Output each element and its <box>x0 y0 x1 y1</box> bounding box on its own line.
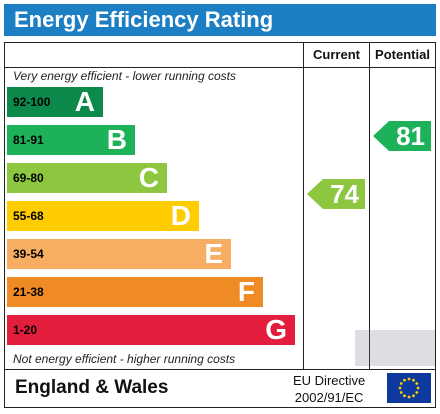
top-note: Very energy efficient - lower running co… <box>13 69 236 83</box>
band-g: 1-20 G <box>7 315 295 345</box>
band-letter: G <box>265 314 287 345</box>
band-letter: A <box>74 86 95 117</box>
band-letter: F <box>237 276 255 307</box>
band-range: 55-68 <box>13 209 44 223</box>
footer-divider <box>5 369 435 370</box>
current-column-header: Current <box>313 47 360 62</box>
band-range: 1-20 <box>13 323 38 337</box>
band-letter: C <box>138 162 159 193</box>
footer-country: England & Wales <box>15 377 169 398</box>
column-divider-potential <box>369 43 370 369</box>
rating-title: Energy Efficiency Rating <box>4 4 436 36</box>
band-letter: D <box>170 200 191 231</box>
directive-line-2: 2002/91/EC <box>294 390 364 405</box>
band-letter: E <box>204 238 223 269</box>
band-e: 39-54 E <box>7 239 231 269</box>
current-rating-arrow: 74 <box>307 179 365 209</box>
rating-table: Current Potential Very energy efficient … <box>4 42 436 408</box>
band-range: 92-100 <box>13 95 51 109</box>
band-letter: B <box>106 124 127 155</box>
band-c: 69-80 C <box>7 163 167 193</box>
header-divider <box>5 67 435 68</box>
band-f: 21-38 F <box>7 277 263 307</box>
column-divider-current <box>303 43 304 369</box>
directive-line-1: EU Directive <box>293 373 366 388</box>
potential-rating-arrow: 81 <box>373 121 431 151</box>
band-d: 55-68 D <box>7 201 199 231</box>
potential-column-header: Potential <box>375 47 430 62</box>
bottom-note: Not energy efficient - higher running co… <box>13 352 236 366</box>
band-range: 21-38 <box>13 285 44 299</box>
band-range: 39-54 <box>13 247 44 261</box>
footer-directive: EU Directive 2002/91/EC <box>293 372 365 406</box>
band-range: 69-80 <box>13 171 44 185</box>
watermark-logo <box>355 330 435 366</box>
band-a: 92-100 A <box>7 87 103 117</box>
band-b: 81-91 B <box>7 125 135 155</box>
eu-flag-icon <box>387 373 431 403</box>
band-range: 81-91 <box>13 133 44 147</box>
